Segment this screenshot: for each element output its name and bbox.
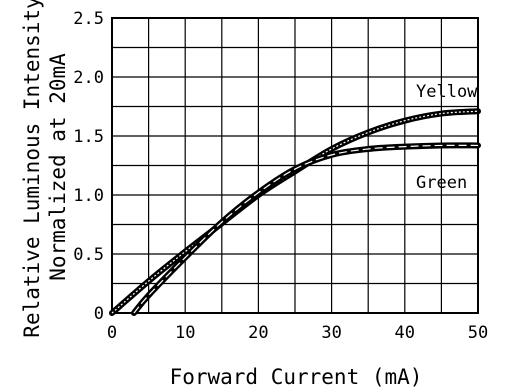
y-tick-label: 1.5 [73, 127, 104, 147]
y-tick-label: 2.0 [73, 68, 104, 88]
x-tick-label: 50 [468, 323, 488, 343]
y-tick-label: 0 [94, 304, 104, 324]
y-tick-label: 2.5 [73, 9, 104, 29]
series-label-yellow: Yellow [416, 82, 478, 102]
series-line-green-inner [133, 144, 479, 314]
x-tick-label: 40 [395, 323, 415, 343]
x-axis-label: Forward Current (mA) [170, 365, 423, 389]
plot-frame [111, 17, 479, 314]
grid [111, 17, 479, 314]
y-axis-label-line1: Relative Luminous Intensity [20, 0, 44, 338]
x-tick-label: 20 [248, 323, 268, 343]
series-lines [109, 108, 481, 316]
y-tick-label: 0.5 [73, 245, 104, 265]
y-axis-label-line2: Normalized at 20mA [46, 53, 70, 281]
series-label-green: Green [416, 173, 467, 193]
x-tick-label: 0 [107, 323, 117, 343]
series-line-yellow-inner [111, 110, 479, 314]
y-tick-label: 1.0 [73, 186, 104, 206]
x-tick-label: 30 [321, 323, 341, 343]
x-tick-label: 10 [175, 323, 195, 343]
tick-labels: 0 10 20 30 40 50 0 0.5 1.0 1.5 2.0 2.5 [73, 9, 488, 343]
